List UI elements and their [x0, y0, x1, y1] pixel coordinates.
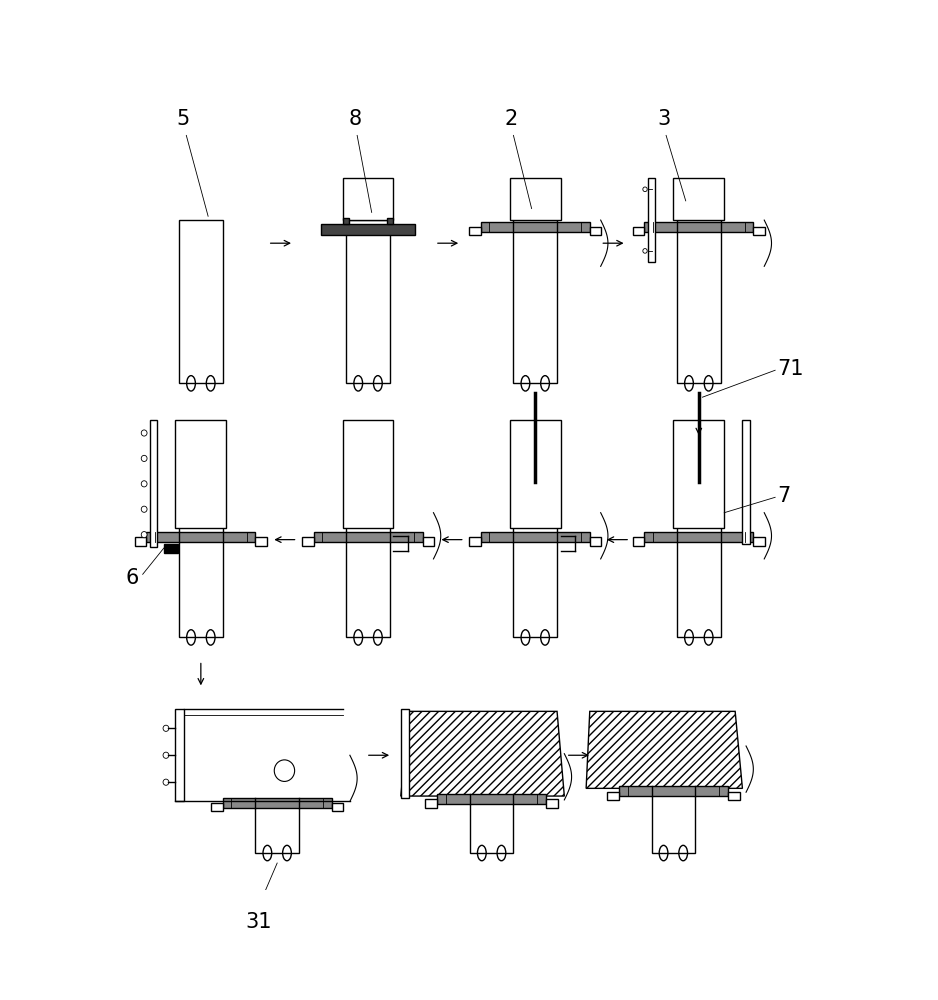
Bar — [222, 798, 332, 808]
Bar — [150, 420, 158, 547]
Bar — [135, 537, 146, 546]
Bar — [342, 178, 393, 220]
Bar — [313, 532, 422, 542]
Bar — [590, 537, 601, 546]
Bar — [510, 420, 561, 528]
Bar — [343, 218, 349, 224]
Bar — [332, 803, 343, 811]
Circle shape — [163, 725, 169, 731]
Bar — [255, 537, 267, 546]
Circle shape — [142, 455, 147, 461]
Bar — [753, 537, 765, 546]
Text: 7: 7 — [778, 486, 791, 506]
Bar — [175, 709, 184, 801]
Bar — [469, 227, 480, 235]
Bar — [387, 218, 393, 224]
Text: 31: 31 — [246, 912, 272, 932]
Text: 71: 71 — [778, 359, 804, 379]
Bar — [632, 537, 644, 546]
Bar — [644, 222, 753, 232]
Circle shape — [643, 187, 647, 192]
Circle shape — [163, 779, 169, 785]
Circle shape — [643, 249, 647, 253]
Bar — [648, 178, 655, 262]
Bar — [480, 532, 590, 542]
Circle shape — [163, 752, 169, 758]
Text: 8: 8 — [348, 109, 361, 129]
Bar — [673, 178, 724, 220]
Bar — [480, 222, 590, 232]
Bar — [437, 794, 546, 804]
Bar — [175, 420, 226, 528]
Circle shape — [142, 430, 147, 436]
Bar — [753, 227, 765, 235]
Bar — [302, 537, 313, 546]
Bar — [342, 420, 393, 528]
Circle shape — [142, 481, 147, 487]
Bar — [644, 532, 753, 542]
Polygon shape — [586, 711, 743, 788]
Bar — [743, 420, 749, 544]
Bar — [607, 792, 619, 800]
Bar — [426, 799, 437, 808]
Bar — [510, 178, 561, 220]
Polygon shape — [401, 711, 565, 796]
Text: 3: 3 — [658, 109, 671, 129]
Bar — [728, 792, 739, 800]
Bar — [321, 224, 416, 235]
Circle shape — [142, 506, 147, 512]
Text: 6: 6 — [126, 568, 139, 588]
Bar — [632, 227, 644, 235]
Bar — [211, 803, 222, 811]
Bar — [146, 532, 255, 542]
Bar — [164, 544, 178, 553]
Bar — [469, 537, 480, 546]
Circle shape — [142, 532, 147, 538]
Bar — [673, 420, 724, 528]
Bar — [546, 799, 558, 808]
Bar — [401, 709, 410, 798]
Bar — [619, 786, 728, 796]
Bar — [590, 227, 601, 235]
Text: 5: 5 — [176, 109, 189, 129]
Text: 2: 2 — [505, 109, 518, 129]
Bar — [422, 537, 434, 546]
